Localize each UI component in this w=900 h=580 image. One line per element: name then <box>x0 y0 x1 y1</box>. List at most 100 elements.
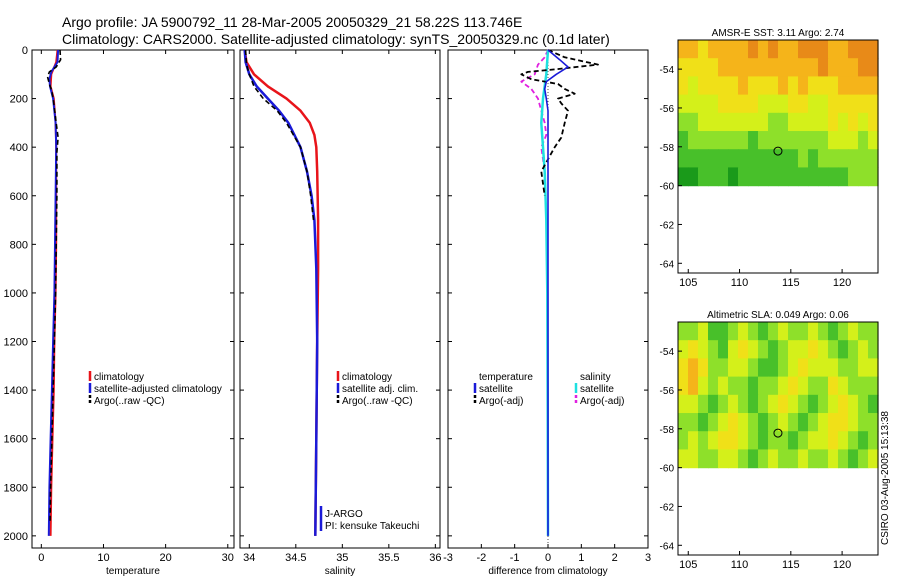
sst_map-cell <box>868 112 879 132</box>
sla_map-cell <box>758 376 769 396</box>
sst_map-ytick-label: -54 <box>660 65 675 76</box>
sla_map-cell <box>788 431 799 451</box>
sla_map-ytick-label: -60 <box>660 464 675 475</box>
sst_map-cell <box>778 112 789 132</box>
sla_map-cell <box>798 376 809 396</box>
sst_map-cell <box>828 131 839 150</box>
sla_map-cell <box>718 413 729 432</box>
sst_map-cell <box>848 40 859 59</box>
sla_map-cell <box>808 340 819 359</box>
sla_map-cell <box>748 449 759 469</box>
sst_map-cell <box>738 94 749 114</box>
sst_map-cell <box>808 131 819 150</box>
sla_map-cell <box>838 322 849 341</box>
sal-legend-satellite-label: satellite adj. clim. <box>342 384 418 395</box>
sst_map-cell <box>728 76 739 96</box>
sla_map-cell <box>748 376 759 396</box>
sst_map-cell <box>828 40 839 59</box>
sla_map-profile-marker <box>773 428 783 438</box>
sla_map-cell <box>718 358 729 378</box>
sst_map-cell <box>698 149 709 169</box>
sst_map-cell <box>758 94 769 114</box>
sst_map-cell <box>808 94 819 114</box>
sst_map-cell <box>708 149 719 169</box>
sla_map-xtick-label: 105 <box>679 559 697 571</box>
sla_map-cell <box>678 322 689 341</box>
sst_map-cell <box>748 112 759 132</box>
sla_map-cell <box>778 322 789 341</box>
sst_map-cell <box>778 149 789 169</box>
sla_map-cell <box>868 322 879 341</box>
sla_map-title: Altimetric SLA: 0.049 Argo: 0.06 <box>707 310 849 321</box>
sla_map-cell <box>718 376 729 396</box>
sst_map-cell <box>678 58 689 77</box>
sst_map-cell <box>808 149 819 169</box>
sla_map-cell <box>708 340 719 359</box>
salinity-series-argo-raw-qc- <box>244 49 315 221</box>
csiro-timestamp: CSIRO 03-Aug-2005 15:13:38 <box>880 411 891 545</box>
sla_map-cell <box>828 413 839 432</box>
sla_map-cell <box>678 394 689 414</box>
sst_map-cell <box>688 58 699 77</box>
sst_map-cell <box>858 58 869 77</box>
sst_map-cell <box>798 167 809 187</box>
sst_map-cell <box>728 94 739 114</box>
sst_map-cell <box>838 94 849 114</box>
sst_map-cell <box>738 149 749 169</box>
sla_map-cell <box>728 340 739 359</box>
sla_map-cell <box>858 413 869 432</box>
sst_map-cell <box>698 167 709 187</box>
sst_map-cell <box>718 131 729 150</box>
temp-legend-argo-label: Argo(..raw -QC) <box>94 396 165 407</box>
difference-xtick-label: 2 <box>612 552 618 564</box>
depth-tick-label: 2000 <box>4 531 28 543</box>
sst_map-cell <box>768 58 779 77</box>
sla_map-cell <box>838 394 849 414</box>
sla_map-ytick-label: -62 <box>660 502 675 513</box>
sst_map-cell <box>798 112 809 132</box>
sla_map-cell <box>828 449 839 469</box>
salinity-series-climatology <box>243 49 320 536</box>
sst_map-cell <box>708 58 719 77</box>
sst_map-cell <box>738 112 749 132</box>
sst_map-cell <box>758 40 769 59</box>
sla_map-ytick-label: -54 <box>660 347 675 358</box>
sla_map-cell <box>788 376 799 396</box>
sst_map-cell <box>788 149 799 169</box>
difference-xtick-label: -2 <box>476 552 486 564</box>
sst_map-cell <box>808 76 819 96</box>
sla_map-cell <box>748 322 759 341</box>
sst_map-cell <box>728 149 739 169</box>
salinity-frame <box>239 49 441 549</box>
sst_map-cell <box>768 94 779 114</box>
depth-tick-label: 1200 <box>4 337 28 349</box>
sst_map-cell <box>788 76 799 96</box>
temperature-xtick-label: 10 <box>97 552 109 564</box>
sst_map-cell <box>818 40 829 59</box>
sst_map-cell <box>828 94 839 114</box>
sla_map-cell <box>778 394 789 414</box>
sla_map-cell <box>678 340 689 359</box>
sst_map-cell <box>758 58 769 77</box>
sst_map-cell <box>738 131 749 150</box>
sla_map-cell <box>748 340 759 359</box>
sst_map-cell <box>748 58 759 77</box>
sla_map-cell <box>678 449 689 469</box>
sst_map-cell <box>708 94 719 114</box>
sst_map-cell <box>688 167 699 187</box>
sst_map-xtick-label: 120 <box>833 277 851 289</box>
sla_map-cell <box>848 413 859 432</box>
sla_map-cell <box>768 358 779 378</box>
sla_map-cell <box>798 322 809 341</box>
sla_map-cell <box>768 376 779 396</box>
sst_map-cell <box>818 131 829 150</box>
salinity-xtick-label: 35.5 <box>378 552 399 564</box>
sla_map-cell <box>768 413 779 432</box>
depth-tick-label: 400 <box>10 142 28 154</box>
sla_map-cell <box>718 449 729 469</box>
sst_map-cell <box>698 94 709 114</box>
sla_map-cell <box>848 394 859 414</box>
sla_map-cell <box>868 413 879 432</box>
depth-tick-label: 600 <box>10 191 28 203</box>
